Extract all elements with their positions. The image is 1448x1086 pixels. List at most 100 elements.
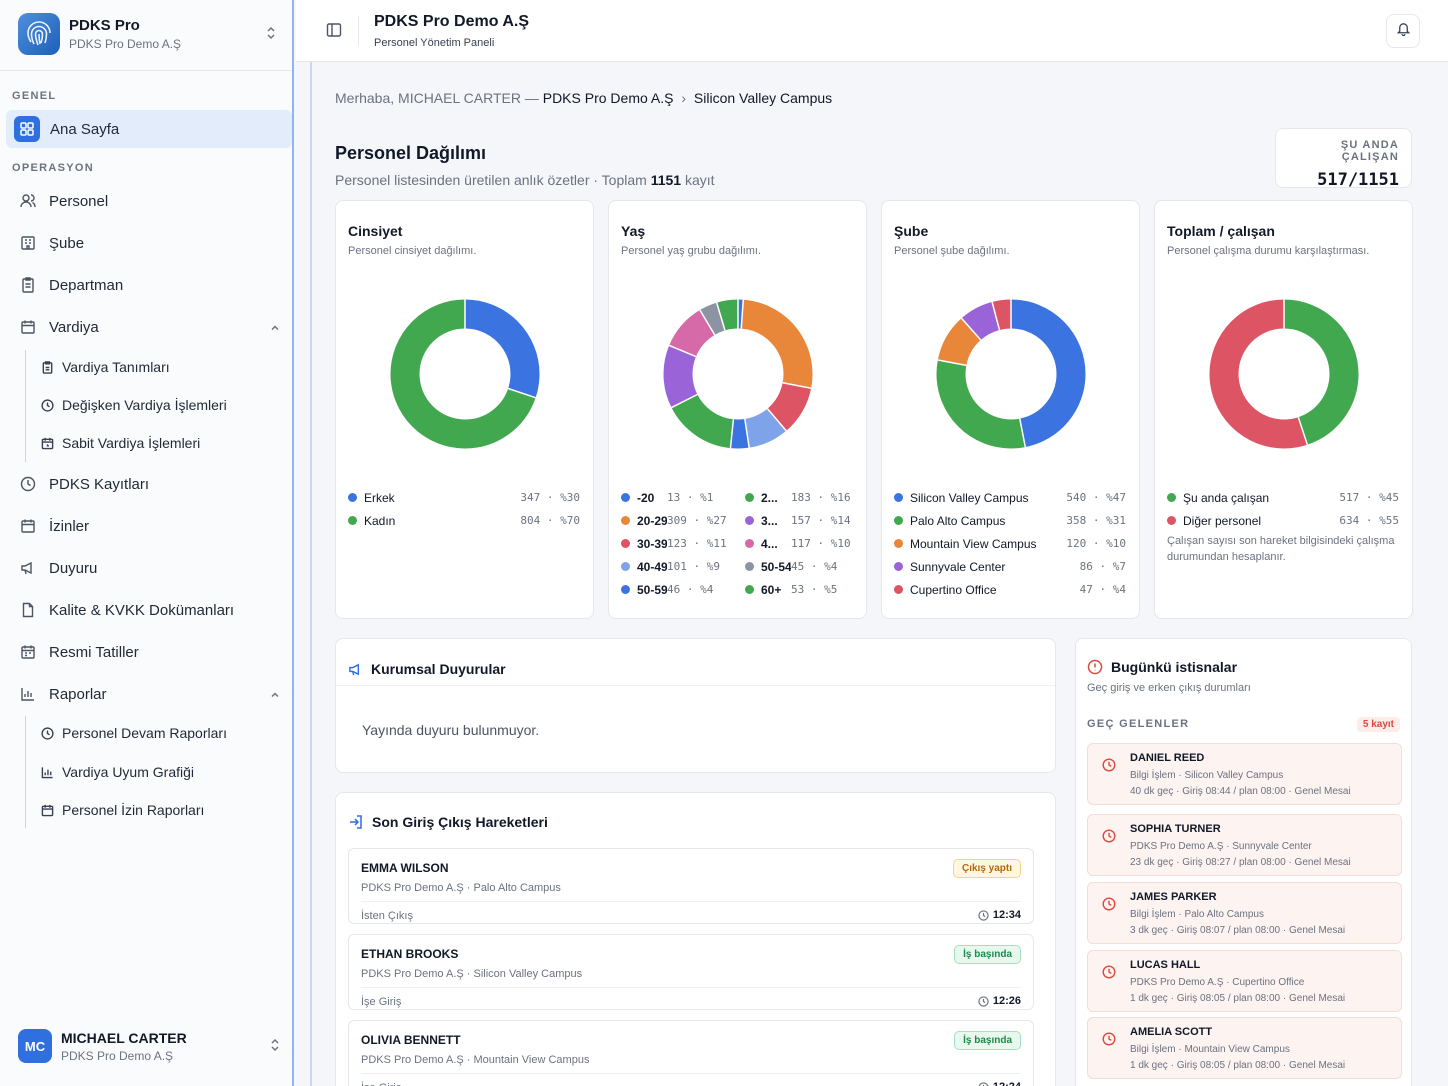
legend-item: 50-59 46 · %4 xyxy=(621,578,729,601)
legend-value: 117 · %10 xyxy=(791,537,851,550)
legend-count: 347 xyxy=(520,491,541,504)
sidebar-item-sube[interactable]: Şube xyxy=(6,224,292,262)
sidebar-item-kalite[interactable]: Kalite & KVKK Dokümanları xyxy=(6,591,292,629)
legend-label: 4... xyxy=(761,536,778,551)
chevron-up-icon xyxy=(270,687,280,704)
now-working-value: 517/1151 xyxy=(1317,170,1399,190)
legend-percent: %10 xyxy=(1106,537,1126,550)
clock-icon xyxy=(1102,829,1116,843)
late-detail: 40 dk geç · Giriş 08:44 / plan 08:00 · G… xyxy=(1130,786,1351,797)
clock-icon xyxy=(1102,758,1116,772)
now-working-label: ŞU ANDA ÇALIŞAN xyxy=(1340,139,1399,163)
movement-org: PDKS Pro Demo A.Ş · Silicon Valley Campu… xyxy=(361,968,583,980)
late-row[interactable]: JAMES PARKER Bilgi İşlem · Palo Alto Camp… xyxy=(1087,882,1402,944)
legend-dot xyxy=(621,562,630,571)
alert-circle-icon xyxy=(1087,659,1103,675)
sidebar-item-departman[interactable]: Departman xyxy=(6,266,292,304)
calendar-clock-icon xyxy=(40,436,54,450)
sidebar-toggle-icon[interactable] xyxy=(326,22,342,43)
sidebar-item-vardiya[interactable]: Vardiya xyxy=(6,308,292,346)
donut-chart-age xyxy=(663,299,813,449)
legend-value: 540 · %47 xyxy=(1066,491,1126,504)
late-name: LUCAS HALL xyxy=(1130,959,1201,971)
legend-label: 60+ xyxy=(761,582,782,597)
clipboard-icon xyxy=(40,360,54,374)
movement-time-text: 12:26 xyxy=(992,995,1021,1007)
movement-time-text: 12:24 xyxy=(993,1081,1021,1086)
chart-card-working: Toplam / çalışan Personel çalışma durumu… xyxy=(1154,200,1413,619)
legend-value: 101 · %9 xyxy=(667,560,720,573)
sidebar-item-label: Ana Sayfa xyxy=(50,120,120,138)
legend-value: 634 · %55 xyxy=(1339,514,1399,527)
legend-count: 86 xyxy=(1079,560,1093,573)
legend-percent: %10 xyxy=(830,537,851,550)
legend-item: Sunnyvale Center 86 · %7 xyxy=(894,555,1126,578)
legend-percent: %4 xyxy=(1112,583,1126,596)
notifications-button[interactable] xyxy=(1386,14,1420,48)
exceptions-title: Bugünkü istisnalar xyxy=(1087,659,1237,675)
slice-separator xyxy=(960,317,982,341)
legend-value: 13 · %1 xyxy=(667,491,714,504)
chart-title: Cinsiyet xyxy=(348,223,403,239)
legend-item: 2... 183 · %16 xyxy=(745,486,853,509)
user-menu[interactable]: MC MICHAEL CARTER PDKS Pro Demo A.Ş xyxy=(10,1020,290,1072)
movement-row[interactable]: ETHAN BROOKS İş başında PDKS Pro Demo A.Ş … xyxy=(348,934,1034,1010)
org-switcher[interactable]: PDKS Pro PDKS Pro Demo A.Ş xyxy=(8,10,288,58)
late-row[interactable]: LUCAS HALL PDKS Pro Demo A.Ş · Cupertino … xyxy=(1087,950,1402,1012)
sidebar: PDKS Pro PDKS Pro Demo A.Ş GENEL Ana Say… xyxy=(0,0,294,1086)
legend-item: 30-39 123 · %11 xyxy=(621,532,729,555)
slice-separator xyxy=(671,393,698,409)
announcements-title-text: Kurumsal Duyurular xyxy=(371,661,506,677)
legend-dot xyxy=(745,562,754,571)
late-org: Bilgi İşlem · Silicon Valley Campus xyxy=(1130,770,1284,781)
sidebar-item-pdks-kayitlari[interactable]: PDKS Kayıtları xyxy=(6,465,292,503)
sidebar-item-duyuru[interactable]: Duyuru xyxy=(6,549,292,587)
sidebar-item-devam-raporlari[interactable]: Personel Devam Raporları xyxy=(40,717,290,749)
sidebar-item-resmi-tatiller[interactable]: Resmi Tatiller xyxy=(6,633,292,671)
sidebar-item-label: Duyuru xyxy=(49,559,98,577)
sidebar-item-personel[interactable]: Personel xyxy=(6,182,292,220)
late-org: Bilgi İşlem · Palo Alto Campus xyxy=(1130,909,1264,920)
chart-card-age: Yaş Personel yaş grubu dağılımı. -20 13 ·… xyxy=(608,200,867,619)
legend-percent: %14 xyxy=(830,514,851,527)
subtitle-prefix: Personel listesinden üretilen anlık özet… xyxy=(335,172,651,188)
sidebar-item-raporlar[interactable]: Raporlar xyxy=(6,675,292,713)
sidebar-item-uyum-grafigi[interactable]: Vardiya Uyum Grafiği xyxy=(40,756,290,788)
sidebar-item-label: Şube xyxy=(49,234,85,252)
legend-dot xyxy=(621,539,630,548)
late-row[interactable]: DANIEL REED Bilgi İşlem · Silicon Valley … xyxy=(1087,743,1402,805)
status-badge: Çıkış yaptı xyxy=(952,859,1021,878)
breadcrumb-campus[interactable]: Silicon Valley Campus xyxy=(693,90,833,106)
sidebar-item-sabit-vardiya[interactable]: Sabit Vardiya İşlemleri xyxy=(40,427,290,459)
sidebar-item-vardiya-tanimlari[interactable]: Vardiya Tanımları xyxy=(40,351,290,383)
user-name: MICHAEL CARTER xyxy=(61,1029,187,1046)
row-divider xyxy=(361,1073,1021,1074)
legend-dot xyxy=(894,539,903,548)
sidebar-item-izinler[interactable]: İzinler xyxy=(6,507,292,545)
megaphone-icon xyxy=(349,663,360,675)
movement-row[interactable]: EMMA WILSON Çıkış yaptı PDKS Pro Demo A.Ş … xyxy=(348,848,1034,924)
legend-label: 50-59 xyxy=(637,582,667,597)
movement-name: ETHAN BROOKS xyxy=(361,947,459,961)
clock-icon xyxy=(1102,1032,1116,1046)
clock-icon xyxy=(1102,965,1116,979)
movement-row[interactable]: OLIVIA BENNETT İş başında PDKS Pro Demo A.… xyxy=(348,1020,1034,1086)
late-row[interactable]: AMELIA SCOTT Bilgi İşlem · Mountain View … xyxy=(1087,1017,1402,1079)
movement-time: 12:26 xyxy=(978,995,1021,1007)
late-row[interactable]: SOPHIA TURNER PDKS Pro Demo A.Ş · Sunnyva… xyxy=(1087,814,1402,876)
sidebar-divider xyxy=(0,70,292,71)
sidebar-item-izin-raporlari[interactable]: Personel İzin Raporları xyxy=(40,794,290,826)
sidebar-item-label: Değişken Vardiya İşlemleri xyxy=(62,397,227,413)
legend-item: Erkek 347 · %30 xyxy=(348,486,580,509)
legend-item: Kadın 804 · %70 xyxy=(348,509,580,532)
legend-value: 157 · %14 xyxy=(791,514,851,527)
chart-legend: Şu anda çalışan 517 · %45 Diğer personel 63… xyxy=(1167,486,1399,532)
row-divider xyxy=(361,987,1021,988)
legend-dot xyxy=(894,585,903,594)
sidebar-item-degisken-vardiya[interactable]: Değişken Vardiya İşlemleri xyxy=(40,389,290,421)
sidebar-item-label: Vardiya xyxy=(49,318,99,336)
sidebar-item-home[interactable]: Ana Sayfa xyxy=(6,110,292,148)
slice-separator xyxy=(744,418,750,448)
movements-title-text: Son Giriş Çıkış Hareketleri xyxy=(372,814,548,830)
breadcrumb-org[interactable]: PDKS Pro Demo A.Ş xyxy=(542,90,674,106)
